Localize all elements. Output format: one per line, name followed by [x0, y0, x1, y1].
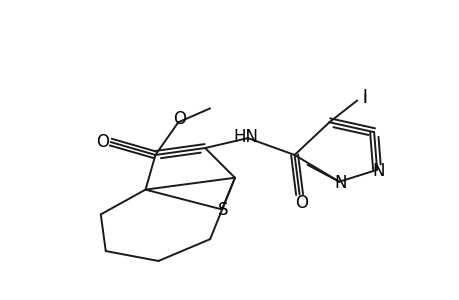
Text: N: N: [372, 162, 385, 180]
Text: O: O: [96, 133, 109, 151]
Text: i: i: [362, 89, 367, 107]
Text: S: S: [217, 201, 228, 219]
Text: HN: HN: [233, 128, 258, 146]
Text: O: O: [294, 194, 308, 211]
Text: I: I: [362, 89, 367, 107]
Text: O: O: [173, 110, 185, 128]
Text: N: N: [333, 174, 346, 192]
